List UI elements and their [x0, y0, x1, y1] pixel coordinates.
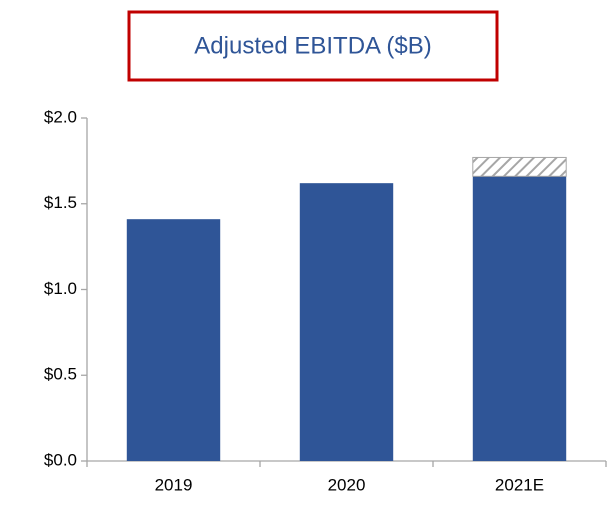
bar-segment [126, 219, 221, 461]
bar-segment [299, 183, 394, 462]
y-tick-label: $2.0 [44, 107, 77, 126]
y-tick-label: $0.0 [44, 450, 77, 469]
bar-segment [472, 156, 567, 177]
y-tick-label: $1.5 [44, 193, 77, 212]
x-tick-label: 2021E [495, 475, 544, 494]
x-tick-label: 2020 [328, 475, 366, 494]
y-tick-label: $1.0 [44, 279, 77, 298]
bar-segment [472, 176, 567, 461]
title-box [127, 10, 499, 82]
y-tick-label: $0.5 [44, 365, 77, 384]
chart-title: Adjusted EBITDA ($B) [194, 32, 431, 59]
x-tick-label: 2019 [155, 475, 193, 494]
